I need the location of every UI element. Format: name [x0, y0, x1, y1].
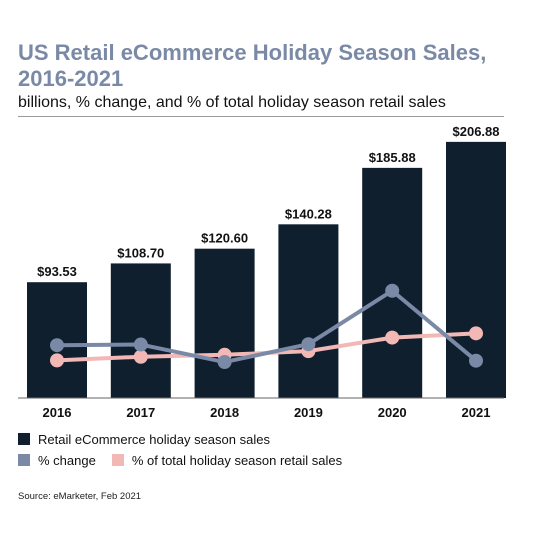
x-tick-label: 2018: [210, 405, 239, 420]
point-pct-change-2018: [217, 355, 232, 370]
bar-2019: [278, 224, 339, 398]
bar-value-label: $206.88: [453, 124, 500, 139]
line-pct-change: [56, 288, 478, 365]
bars-layer: [27, 141, 506, 398]
legend-label-pct-total: % of total holiday season retail sales: [131, 452, 343, 468]
legend-swatch-sales: [18, 433, 30, 445]
x-tick-label: 2020: [378, 405, 407, 420]
legend-swatch-pct-total: [111, 454, 124, 466]
bar-2020: [362, 167, 423, 398]
legend-item-sales: Retail eCommerce holiday season sales: [18, 429, 358, 449]
x-tick-label: 2019: [294, 405, 323, 420]
legend-item-pct-total: % of total holiday season retail sales: [111, 450, 343, 470]
legend-label-sales: Retail eCommerce holiday season sales: [38, 431, 270, 447]
title-divider: [18, 116, 504, 117]
x-tick-label: 2021: [462, 405, 491, 420]
point-pct-total-2020: [385, 330, 400, 345]
point-pct-change-2019: [301, 337, 316, 352]
labels-layer: $93.53 2016 $108.70 2017 $120.60 2018 $140.28 2…: [37, 124, 499, 420]
bar-value-label: $120.60: [201, 231, 248, 246]
legend: Retail eCommerce holiday season sales % …: [18, 429, 358, 470]
point-pct-change-2017: [133, 337, 148, 352]
x-tick-label: 2016: [43, 405, 72, 420]
point-pct-total-2016: [50, 353, 64, 368]
chart-subtitle: billions, % change, and % of total holid…: [18, 94, 446, 111]
bar-value-label: $185.88: [369, 150, 416, 165]
legend-swatch-pct-change: [18, 454, 30, 466]
bar-2018: [194, 248, 255, 398]
point-pct-change-2016: [50, 338, 64, 353]
bar-value-label: $140.28: [285, 206, 332, 221]
point-pct-total-2017: [133, 349, 148, 364]
point-pct-change-2020: [385, 283, 400, 298]
point-pct-change-2021: [469, 353, 483, 368]
source-note: Source: eMarketer, Feb 2021: [18, 491, 142, 502]
lines-layer: [50, 283, 483, 370]
chart-title: US Retail eCommerce Holiday Season Sales…: [18, 40, 487, 91]
legend-item-pct-change: % change: [18, 450, 96, 470]
x-tick-label: 2017: [126, 405, 155, 420]
legend-label-pct-change: % change: [38, 452, 96, 468]
point-pct-total-2021: [469, 326, 483, 341]
bar-value-label: $108.70: [117, 245, 164, 260]
bar-2017: [110, 263, 171, 398]
bar-value-label: $93.53: [37, 264, 77, 279]
